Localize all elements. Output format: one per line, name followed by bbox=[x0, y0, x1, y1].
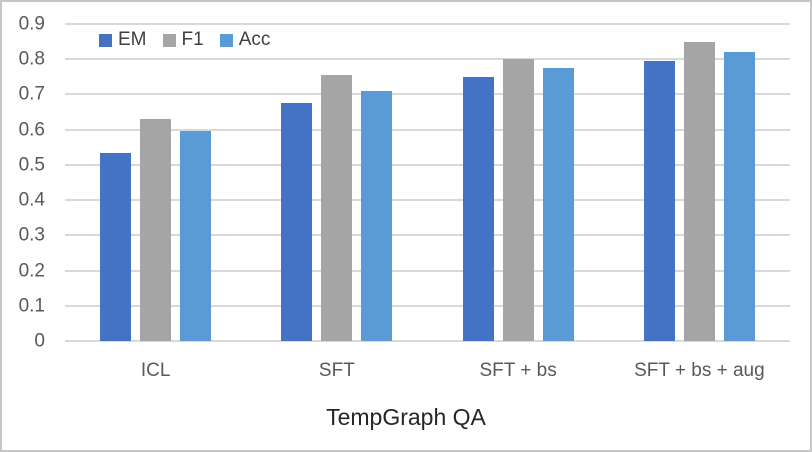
y-tick-label: 0.3 bbox=[18, 224, 45, 246]
y-tick-label: 0.7 bbox=[18, 83, 45, 105]
gridlines bbox=[65, 23, 790, 342]
legend-item-em: EM bbox=[99, 29, 147, 51]
bar-groups bbox=[65, 24, 790, 341]
legend: EM F1 Acc bbox=[95, 29, 275, 51]
legend-swatch-icon bbox=[162, 33, 176, 47]
legend-label: Acc bbox=[238, 29, 271, 50]
y-tick-label: 0.9 bbox=[18, 13, 45, 35]
legend-item-f1: F1 bbox=[162, 29, 204, 51]
bar-acc-sft bbox=[361, 90, 393, 341]
x-axis-labels: ICL SFT SFT + bs SFT + bs + aug bbox=[65, 360, 790, 382]
gridline bbox=[65, 163, 790, 166]
bar-em-sft-bs-aug bbox=[643, 60, 675, 341]
x-category-label-sft-bs: SFT + bs bbox=[479, 360, 557, 381]
y-tick-label: 0.1 bbox=[18, 295, 45, 317]
y-tick-label: 0.6 bbox=[18, 119, 45, 141]
bar-acc-sft-bs bbox=[542, 68, 574, 341]
bar-group-sft-bs-aug bbox=[609, 24, 790, 341]
bar-f1-sft-bs-aug bbox=[683, 41, 715, 341]
bar-group-icl bbox=[65, 24, 246, 341]
gridline bbox=[65, 58, 790, 61]
y-tick-label: 0.4 bbox=[18, 189, 45, 211]
y-tick-label: 0.8 bbox=[18, 48, 45, 70]
gridline bbox=[65, 93, 790, 96]
bar-acc-sft-bs-aug bbox=[723, 52, 755, 341]
gridline bbox=[65, 128, 790, 131]
x-category-label-sft-bs-aug: SFT + bs + aug bbox=[634, 360, 765, 381]
legend-swatch-icon bbox=[99, 33, 112, 47]
legend-label: F1 bbox=[181, 29, 204, 50]
gridline bbox=[65, 340, 790, 342]
plot-area bbox=[65, 23, 790, 342]
bar-acc-icl bbox=[180, 131, 212, 341]
gridline bbox=[65, 304, 790, 307]
y-tick-label: 0 bbox=[34, 330, 45, 352]
bar-f1-icl bbox=[140, 119, 172, 341]
bar-f1-sft-bs bbox=[502, 59, 534, 341]
gridline bbox=[65, 23, 790, 25]
gridline bbox=[65, 199, 790, 202]
legend-label: EM bbox=[118, 29, 147, 50]
gridline bbox=[65, 269, 790, 272]
x-category-label-icl: ICL bbox=[140, 360, 171, 381]
y-tick-label: 0.5 bbox=[18, 154, 45, 176]
y-tick-label: 0.2 bbox=[18, 260, 45, 282]
bar-em-sft bbox=[281, 103, 313, 341]
x-category-label-sft: SFT bbox=[318, 360, 355, 381]
legend-swatch-icon bbox=[219, 33, 233, 47]
legend-item-acc: Acc bbox=[219, 29, 271, 51]
x-axis-title: TempGraph QA bbox=[326, 404, 486, 430]
y-axis: 0 0.1 0.2 0.3 0.4 0.5 0.6 0.7 0.8 0.9 bbox=[2, 15, 55, 351]
bar-em-icl bbox=[100, 152, 132, 341]
bar-em-sft-bs bbox=[462, 76, 494, 341]
bar-group-sft bbox=[246, 24, 427, 341]
bar-f1-sft bbox=[321, 75, 353, 341]
bar-group-sft-bs bbox=[428, 24, 609, 341]
gridline bbox=[65, 234, 790, 237]
